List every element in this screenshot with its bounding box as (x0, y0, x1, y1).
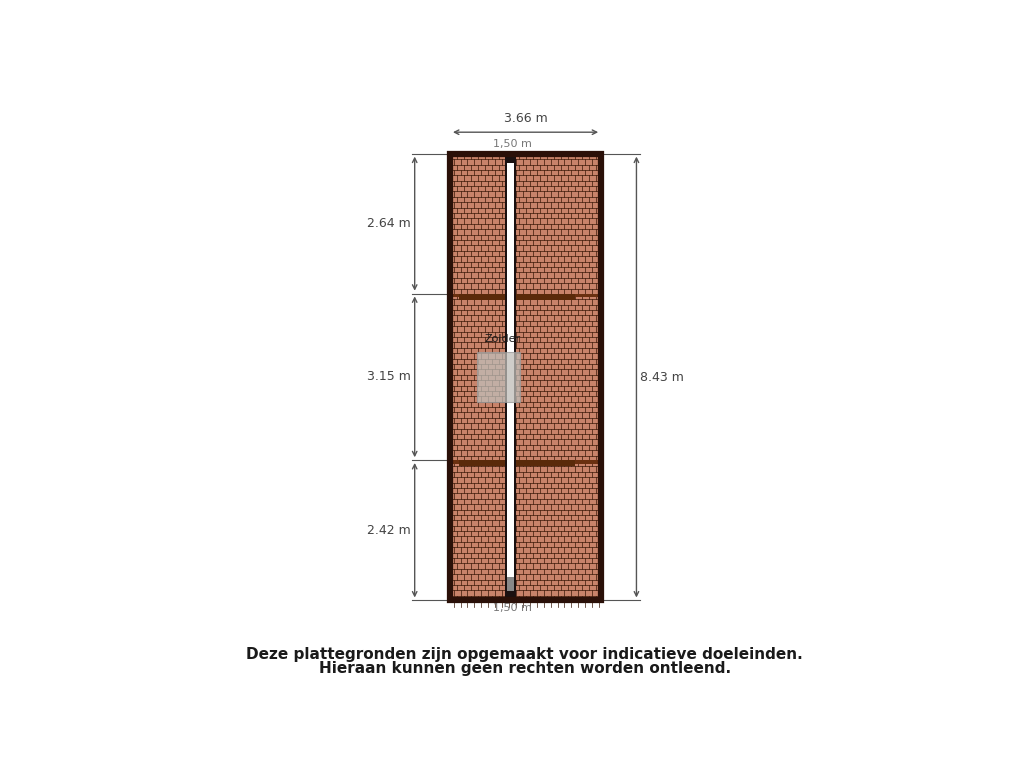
Text: 2.64 m: 2.64 m (367, 217, 411, 230)
Bar (505, 154, 516, 601)
Bar (451, 154, 601, 601)
Bar (517, 460, 574, 466)
Text: 3.15 m: 3.15 m (367, 370, 411, 383)
Bar (477, 353, 519, 402)
Text: Deze plattegronden zijn opgemaakt voor indicatieve doeleinden.: Deze plattegronden zijn opgemaakt voor i… (247, 647, 803, 662)
Text: Hieraan kunnen geen rechten worden ontleend.: Hieraan kunnen geen rechten worden ontle… (318, 660, 731, 676)
Bar (459, 293, 516, 300)
Bar (451, 293, 601, 297)
Bar (451, 154, 601, 601)
Text: Zolder: Zolder (485, 334, 521, 344)
Text: 8.43 m: 8.43 m (640, 371, 684, 383)
Text: 1,50 m: 1,50 m (493, 139, 531, 149)
Bar (507, 163, 514, 591)
Bar (507, 578, 514, 591)
Text: 3.66 m: 3.66 m (504, 112, 548, 125)
Bar (459, 460, 516, 466)
Text: 2.42 m: 2.42 m (367, 524, 411, 537)
Bar (451, 460, 601, 464)
Bar (517, 293, 574, 300)
Text: 1,50 m: 1,50 m (493, 604, 531, 614)
